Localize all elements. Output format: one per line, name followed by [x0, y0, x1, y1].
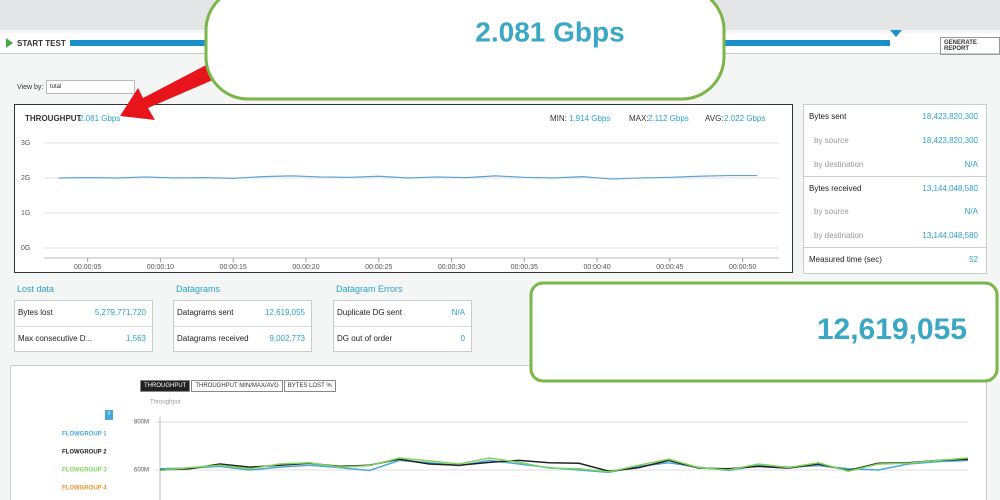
y-tick-label: 0G — [21, 245, 30, 252]
group-row: Bytes lost 5,279,771,720 — [15, 301, 152, 325]
progress-marker — [890, 30, 902, 37]
callout-box — [529, 281, 999, 383]
summary-value: N/A — [964, 207, 978, 216]
play-icon — [6, 38, 13, 48]
start-test[interactable]: START TEST — [17, 39, 66, 48]
summary-row: Bytes sent 18,423,820,300 — [804, 105, 986, 129]
summary-subrow: by destination 13,144,048,580 — [804, 224, 986, 248]
stat-groups: Lost data Bytes lost 5,279,771,720 Max cons… — [0, 280, 480, 355]
throughput-panel — [14, 104, 793, 273]
x-tick-label: 00:00:20 — [292, 264, 319, 271]
y-tick-label: 3G — [21, 140, 30, 147]
group-value: 0 — [460, 334, 465, 343]
summary-label: by source — [814, 136, 849, 145]
x-tick-label: 00:00:45 — [656, 264, 683, 271]
group-title: Datagrams — [176, 284, 221, 294]
tab[interactable]: THROUGHPUT MIN/MAX/AVG — [191, 380, 283, 392]
group-label: Bytes lost — [18, 308, 53, 317]
view-by-label: View by: — [17, 84, 44, 91]
tabs: THROUGHPUT THROUGHPUT MIN/MAX/AVG BYTES LO… — [140, 374, 337, 392]
legend-entry: FLOWGROUP 2 — [62, 450, 107, 456]
stat-value: 2.022 Gbps — [724, 114, 766, 123]
stat-label: AVG: — [705, 114, 724, 123]
group-row: Datagrams received 9,002,773 — [174, 326, 311, 351]
y-tick-label: 800M — [134, 420, 149, 426]
summary-subrow: by source N/A — [804, 200, 986, 224]
summary-row: Bytes received 13,144,048,580 — [804, 176, 986, 201]
info-icon: i — [105, 410, 113, 420]
y-tick-label: 2G — [21, 175, 30, 182]
group-box: Datagrams sent 12,619,055 Datagrams receiv… — [173, 300, 312, 352]
group-value: N/A — [451, 308, 465, 317]
group-label: DG out of order — [337, 334, 393, 343]
stat-value: 1.914 Gbps — [569, 114, 611, 123]
summary-label: by destination — [814, 230, 864, 240]
x-tick-label: 00:00:35 — [511, 264, 538, 271]
group-value: 12,619,055 — [264, 308, 305, 317]
summary-value: 13,144,048,580 — [922, 184, 978, 193]
throughput-title: THROUGHPUT — [25, 114, 82, 123]
x-tick-label: 00:00:10 — [147, 264, 174, 271]
group-value: 9,002,773 — [269, 334, 305, 343]
summary-value: 18,423,820,300 — [922, 136, 978, 145]
callout-box — [204, 0, 726, 101]
summary-subrow: by destination N/A — [804, 153, 986, 177]
summary-label: Bytes sent — [809, 112, 847, 121]
group-label: Datagrams received — [177, 334, 249, 343]
group-row: Duplicate DG sent N/A — [334, 301, 471, 325]
x-tick-label: 00:00:05 — [74, 264, 101, 271]
legend-entry: FLOWGROUP 3 — [62, 468, 107, 474]
summary-label: by source — [814, 207, 849, 216]
stat-value: 2.112 Gbps — [648, 114, 689, 123]
summary-value: 13,144,048,580 — [922, 230, 978, 240]
group-value: 5,279,771,720 — [94, 308, 146, 317]
summary-value: 52 — [969, 255, 978, 264]
summary-label: by destination — [814, 159, 864, 169]
red-arrow — [120, 62, 222, 120]
group-title: Datagram Errors — [336, 284, 403, 294]
tab[interactable]: BYTES LOST % — [283, 380, 336, 392]
summary-label: Bytes received — [809, 184, 862, 193]
summary-panel: Bytes sent 18,423,820,300 by source 18,423,… — [803, 104, 987, 274]
summary-row: Measured time (sec) 52 — [804, 247, 986, 272]
throughput-current: 2.081 Gbps — [79, 114, 121, 123]
throughput-line — [58, 174, 758, 180]
legend-entry: FLOWGROUP 4 — [62, 486, 107, 492]
summary-label: Measured time (sec) — [809, 255, 882, 264]
group-box: Bytes lost 5,279,771,720 Max consecutive D… — [14, 300, 153, 352]
group-label: Duplicate DG sent — [337, 308, 402, 317]
group-row: Datagrams sent 12,619,055 — [174, 301, 311, 325]
flow-chart: Throughput 600M 800M FLOWGROUP 1 FLOWGROUP 2… — [62, 400, 969, 500]
group-label: Datagrams sent — [177, 308, 234, 317]
callout-text: 2.081 Gbps — [475, 16, 624, 47]
group-title: Lost data — [17, 284, 55, 294]
x-tick-label: 00:00:15 — [220, 264, 247, 271]
group-label: Max consecutive D... — [18, 334, 93, 343]
callout-text: 12,619,055 — [817, 313, 967, 346]
group-row: DG out of order 0 — [334, 326, 471, 351]
legend-entry: FLOWGROUP 1 — [62, 432, 107, 438]
tab[interactable]: THROUGHPUT — [140, 380, 191, 392]
stat-label: MAX: — [629, 114, 649, 123]
group-row: Max consecutive D... 1,563 — [15, 326, 152, 351]
flow-line — [159, 457, 969, 473]
x-tick-label: 00:00:25 — [365, 264, 392, 271]
throughput-chart: 0G 1G 2G 3G 00:00:05 00:00:10 00:00:15 00:00:20… — [21, 140, 779, 271]
stat-label: MIN: — [550, 114, 567, 123]
x-tick-label: 00:00:50 — [729, 264, 756, 271]
group-value: 1,563 — [125, 334, 146, 343]
summary-value: 18,423,820,300 — [922, 112, 978, 121]
x-tick-label: 00:00:40 — [583, 264, 610, 271]
throughput-stats: MIN: 1.914 Gbps MAX: 2.112 Gbps AVG: 2.022 Gb… — [550, 114, 780, 126]
y-tick-label: 1G — [21, 210, 30, 217]
summary-value: N/A — [964, 159, 978, 169]
chart-subtitle: Throughput — [150, 400, 181, 406]
y-tick-label: 600M — [134, 468, 149, 474]
summary-subrow: by source 18,423,820,300 — [804, 129, 986, 153]
view-by-select[interactable]: total — [46, 80, 135, 94]
x-tick-label: 00:00:30 — [438, 264, 465, 271]
group-box: Duplicate DG sent N/A DG out of order 0 — [333, 300, 472, 352]
